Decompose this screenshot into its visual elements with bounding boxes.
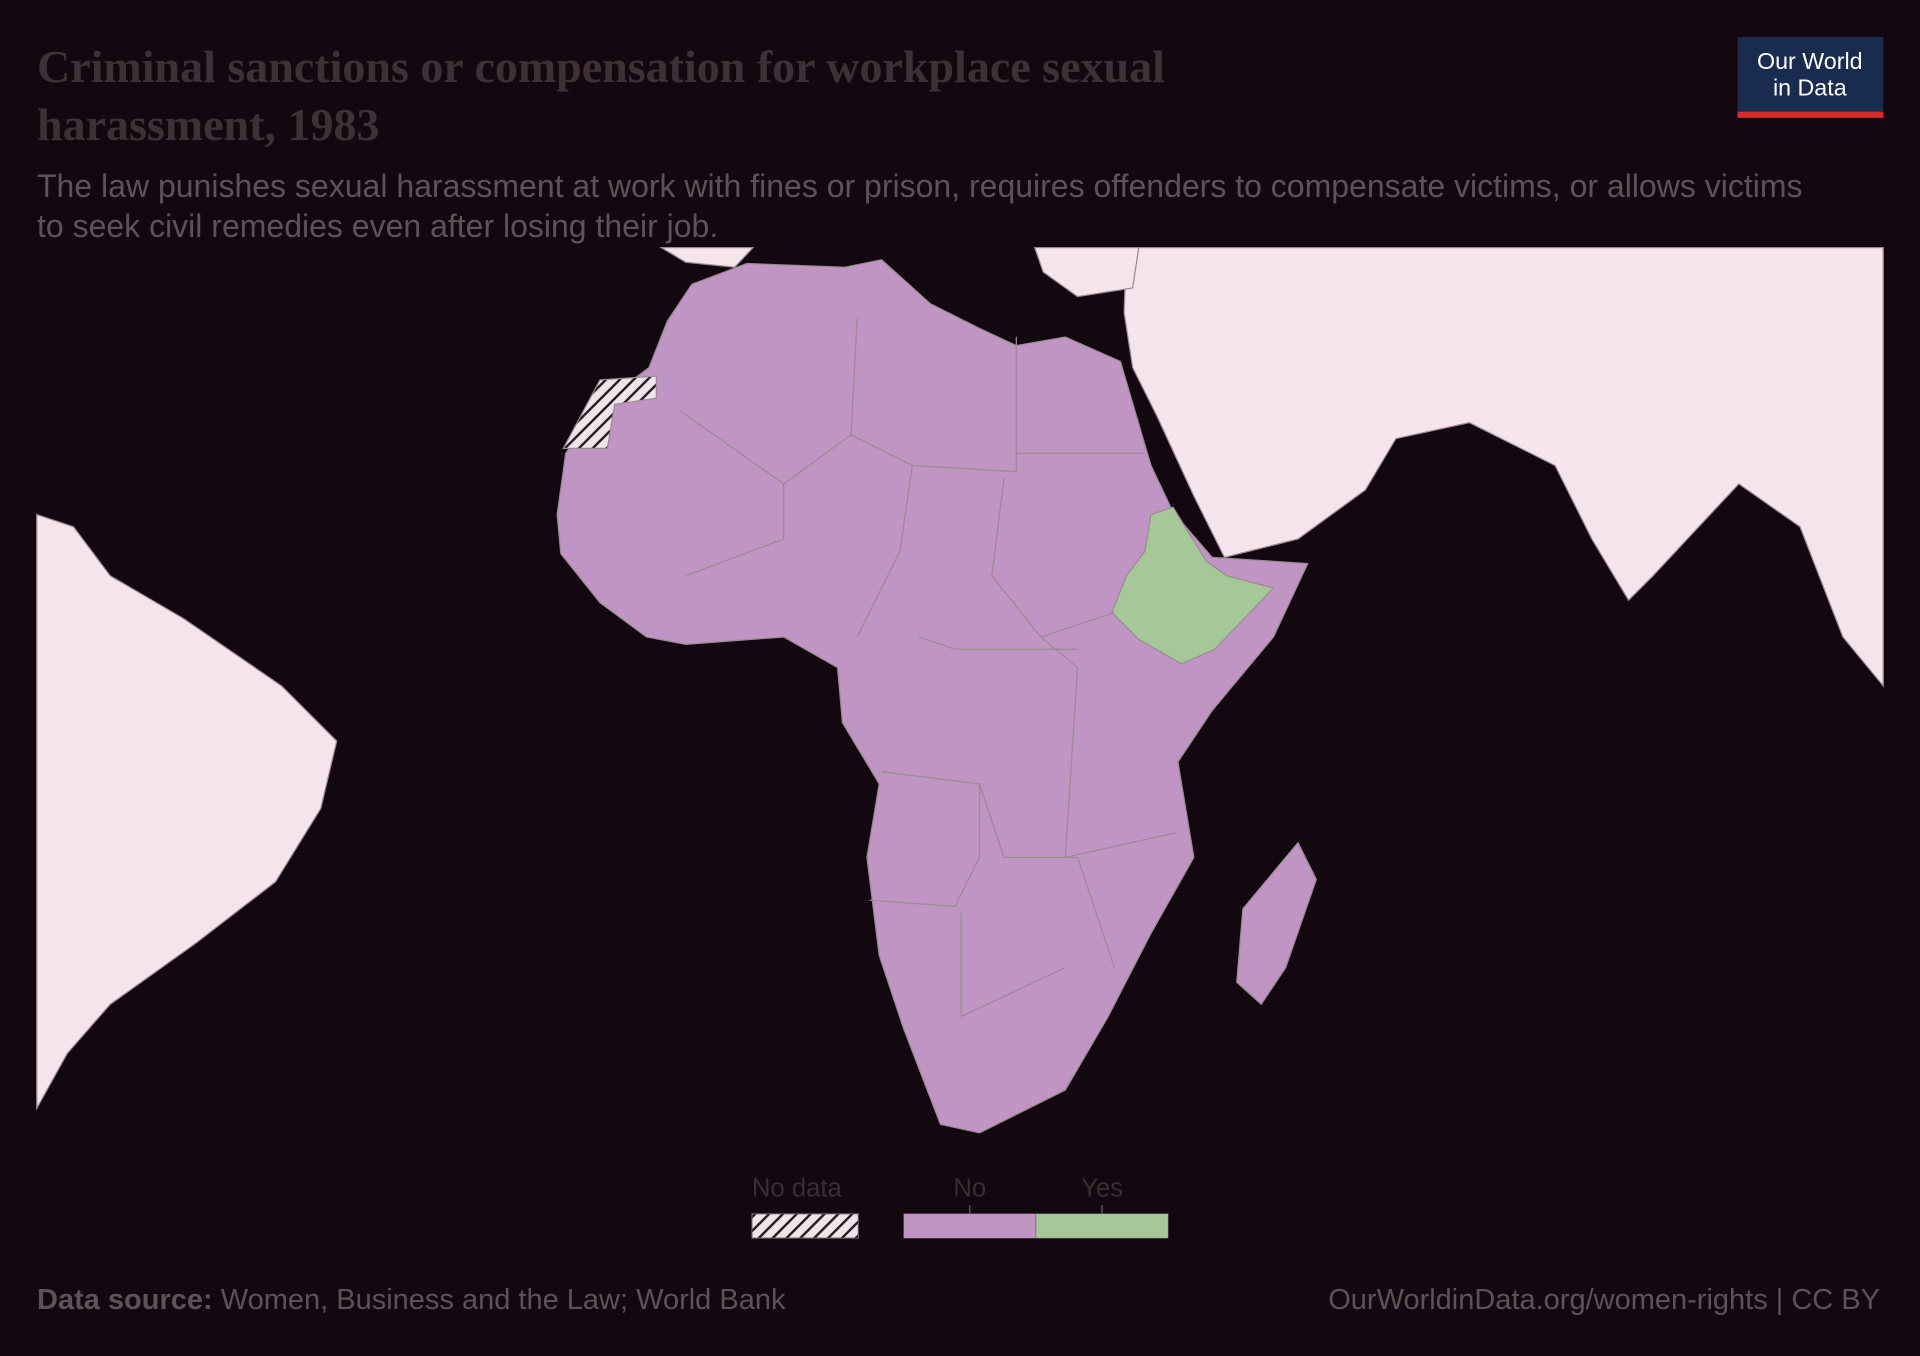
- legend-swatch: [903, 1213, 1037, 1239]
- legend: No data No Yes: [751, 1175, 1169, 1239]
- source-text: Women, Business and the Law; World Bank: [220, 1284, 786, 1316]
- footer-url: OurWorldinData.org/women-rights | CC BY: [1328, 1284, 1880, 1316]
- logo-text: Our World: [1757, 48, 1863, 74]
- source-label: Data source:: [37, 1284, 213, 1316]
- legend-label: No: [953, 1175, 986, 1203]
- western-sahara-no-data: [562, 375, 657, 450]
- legend-swatch: [1035, 1213, 1169, 1239]
- logo-bar: [1737, 111, 1884, 118]
- south-america: [36, 513, 338, 1111]
- ethiopia-yes: [1111, 506, 1275, 665]
- logo-box: [1737, 36, 1884, 118]
- asia-region: [1123, 246, 1884, 688]
- country-borders: [679, 318, 1176, 1018]
- logo-text: in Data: [1773, 75, 1847, 101]
- madagascar: [1236, 841, 1317, 1006]
- chart-subtitle: The law punishes sexual harassment at wo…: [37, 168, 1803, 244]
- footer-source: Data source: Women, Business and the Law…: [37, 1284, 785, 1317]
- logo: Our World in Data: [1737, 36, 1884, 118]
- africa-no: [556, 259, 1309, 1134]
- europe-region: [659, 246, 755, 268]
- legend-label: No data: [752, 1175, 843, 1203]
- europe-region: [1033, 246, 1140, 298]
- chart-title: Criminal sanctions or compensation for w…: [37, 41, 1165, 150]
- legend-label: Yes: [1081, 1175, 1123, 1203]
- legend-swatch: [751, 1213, 859, 1239]
